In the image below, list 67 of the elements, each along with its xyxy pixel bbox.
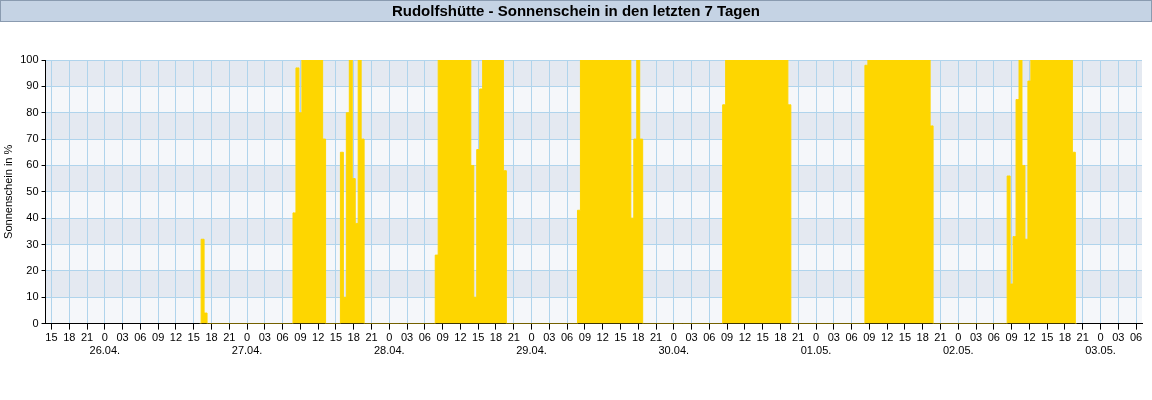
x-tick-label: 09 bbox=[863, 331, 876, 344]
y-tick-label: 70 bbox=[26, 132, 39, 145]
x-tick-label: 09 bbox=[721, 331, 734, 344]
x-tick-label: 12 bbox=[596, 331, 609, 344]
x-tick-label: 21 bbox=[649, 331, 663, 344]
x-tick-label: 15 bbox=[756, 331, 769, 344]
x-tick-label: 06 bbox=[418, 331, 431, 344]
x-tick-label: 03 bbox=[543, 331, 556, 344]
x-tick-label: 03 bbox=[1112, 331, 1125, 344]
x-tick-label: 18 bbox=[632, 331, 645, 344]
x-tick-label: 18 bbox=[774, 331, 787, 344]
x-tick-label: 03 bbox=[116, 331, 129, 344]
y-tick-label: 20 bbox=[26, 263, 39, 276]
x-tick-label: 21 bbox=[507, 331, 520, 344]
x-tick-label: 18 bbox=[347, 331, 360, 344]
x-tick-label: 15 bbox=[329, 331, 343, 344]
x-tick-label: 09 bbox=[152, 331, 165, 344]
chart-title: Rudolfshütte - Sonnenschein in den letzten 7 Tagen bbox=[0, 0, 1152, 22]
x-tick-label: 12 bbox=[738, 331, 752, 344]
x-tick-label: 12 bbox=[1023, 331, 1036, 344]
y-tick-label: 90 bbox=[26, 79, 39, 92]
x-tick-label: 03 bbox=[685, 331, 698, 344]
y-tick-label: 0 bbox=[32, 316, 39, 329]
y-tick-label: 30 bbox=[26, 237, 39, 250]
x-tick-label: 21 bbox=[365, 331, 378, 344]
x-tick-label: 21 bbox=[80, 331, 94, 344]
x-tick-label: 06 bbox=[1129, 331, 1143, 344]
x-tick-label: 12 bbox=[881, 331, 894, 344]
x-tick-label: 15 bbox=[472, 331, 485, 344]
x-tick-label: 15 bbox=[1041, 331, 1054, 344]
y-tick-label: 40 bbox=[26, 211, 39, 224]
x-tick-label: 15 bbox=[614, 331, 627, 344]
x-tick-label: 09 bbox=[436, 331, 449, 344]
x-tick-label: 06 bbox=[276, 331, 289, 344]
x-tick-label: 12 bbox=[454, 331, 467, 344]
x-tick-label: 21 bbox=[792, 331, 805, 344]
x-tick-label: 12 bbox=[312, 331, 325, 344]
x-tick-label: 21 bbox=[1076, 331, 1089, 344]
y-tick-label: 100 bbox=[20, 53, 39, 66]
x-tick-label: 15 bbox=[898, 331, 912, 344]
y-tick-label: 60 bbox=[26, 158, 39, 171]
x-tick-label: 06 bbox=[987, 331, 1000, 344]
y-axis-title: Sonnenschein in % bbox=[1, 144, 14, 239]
x-tick-label: 06 bbox=[560, 331, 574, 344]
x-tick-label: 21 bbox=[934, 331, 947, 344]
y-tick-label: 10 bbox=[26, 290, 39, 303]
x-tick-label: 18 bbox=[1058, 331, 1072, 344]
x-tick-label: 15 bbox=[187, 331, 200, 344]
y-tick-label: 80 bbox=[26, 105, 39, 118]
x-tick-label: 03 bbox=[969, 331, 983, 344]
x-tick-label: 12 bbox=[169, 331, 183, 344]
x-tick-label: 03 bbox=[258, 331, 271, 344]
x-tick-label: 18 bbox=[205, 331, 218, 344]
x-tick-label: 09 bbox=[1005, 331, 1018, 344]
x-tick-label: 03 bbox=[827, 331, 840, 344]
x-tick-label: 21 bbox=[223, 331, 236, 344]
x-tick-label: 09 bbox=[578, 331, 592, 344]
x-tick-label: 18 bbox=[916, 331, 929, 344]
x-tick-label: 18 bbox=[489, 331, 503, 344]
x-tick-label: 03 bbox=[400, 331, 414, 344]
x-tick-label: 15 bbox=[45, 331, 58, 344]
x-tick-label: 09 bbox=[294, 331, 307, 344]
x-tick-label: 06 bbox=[845, 331, 858, 344]
x-tick-label: 18 bbox=[63, 331, 76, 344]
x-tick-label: 06 bbox=[703, 331, 716, 344]
x-tick-label: 06 bbox=[134, 331, 147, 344]
y-tick-label: 50 bbox=[26, 184, 39, 197]
